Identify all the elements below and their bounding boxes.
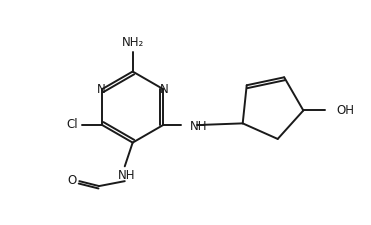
Text: N: N xyxy=(96,83,105,96)
Text: NH: NH xyxy=(190,120,208,133)
Text: O: O xyxy=(68,174,77,187)
Text: N: N xyxy=(160,83,169,96)
Text: Cl: Cl xyxy=(66,118,78,131)
Text: NH: NH xyxy=(118,169,135,182)
Text: NH₂: NH₂ xyxy=(122,36,144,49)
Text: OH: OH xyxy=(336,104,354,117)
